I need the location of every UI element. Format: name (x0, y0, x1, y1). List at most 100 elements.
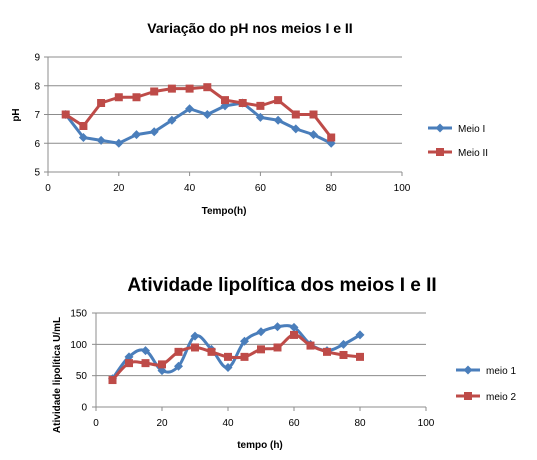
legend-item: Meio II (428, 148, 488, 159)
legend-item: Meio I (428, 123, 485, 135)
data-point (306, 341, 315, 350)
chart-title: Variação do pH nos meios I e II (147, 20, 352, 36)
data-point (167, 84, 176, 93)
data-point (114, 138, 124, 148)
legend-marker (435, 123, 445, 133)
legend-label: Meio II (458, 148, 488, 159)
data-point (190, 331, 200, 341)
series-2 (108, 330, 364, 385)
data-point (355, 330, 365, 340)
data-point (255, 112, 265, 122)
data-point (202, 110, 212, 119)
x-tick-label: 80 (326, 183, 338, 194)
x-tick-label: 20 (156, 418, 168, 429)
x-tick-label: 20 (113, 183, 125, 194)
data-point (191, 343, 199, 352)
x-tick-label: 40 (222, 418, 234, 429)
data-point (223, 363, 233, 373)
data-point (289, 322, 299, 332)
data-point (273, 115, 283, 125)
data-point (61, 110, 70, 119)
data-point (327, 133, 336, 142)
y-tick-label: 9 (34, 53, 40, 64)
data-point (309, 130, 318, 140)
grid-lines (48, 56, 402, 173)
data-point (257, 345, 265, 354)
x-tick-label: 60 (288, 418, 300, 429)
data-point (158, 360, 166, 369)
data-point (309, 110, 318, 119)
x-axis-label: tempo (h) (237, 440, 283, 451)
y-tick-labels: 0 50 100 150 (70, 309, 96, 414)
data-point (97, 99, 106, 107)
x-tick-label: 60 (255, 183, 267, 194)
data-point (291, 110, 300, 119)
data-point (203, 83, 212, 92)
data-point (141, 346, 150, 356)
series-2 (61, 83, 336, 142)
data-point (108, 376, 117, 385)
x-tick-label: 40 (184, 183, 196, 194)
ph-chart: Variação do pH nos meios I e II 0 20 40 60 8… (11, 20, 488, 217)
data-point (256, 327, 266, 337)
y-tick-label: 0 (81, 403, 87, 414)
data-point (240, 336, 249, 346)
lipolytic-activity-chart: Atividade lipolítica dos meios I e II 0 2… (52, 275, 516, 451)
legend-item: meio 2 (456, 392, 516, 403)
chart-title: Atividade lipolítica dos meios I e II (127, 275, 436, 296)
data-point (274, 96, 283, 105)
x-tick-label: 0 (93, 418, 99, 429)
data-point (323, 347, 331, 356)
y-tick-label: 5 (34, 168, 40, 179)
data-point (290, 330, 298, 339)
y-axis-label: Atividade lipolítica U/mL (52, 317, 63, 433)
x-tick-label: 0 (45, 183, 51, 194)
y-tick-label: 100 (70, 340, 87, 351)
y-tick-label: 150 (70, 309, 87, 320)
data-point (141, 359, 150, 368)
data-point (78, 133, 88, 142)
data-point (207, 347, 216, 356)
y-tick-label: 6 (34, 139, 40, 150)
data-point (339, 339, 348, 349)
legend-label: meio 1 (486, 366, 516, 377)
legend-marker (464, 392, 472, 400)
data-point (185, 84, 194, 93)
legend: Meio I Meio II (428, 123, 488, 159)
data-point (167, 115, 177, 125)
data-point (96, 135, 106, 145)
x-tick-label: 80 (354, 418, 366, 429)
series-group (61, 83, 336, 148)
x-tick-labels: 0 20 40 60 80 100 (45, 172, 411, 194)
data-point (238, 99, 247, 107)
data-point (224, 352, 232, 361)
series-group (108, 322, 365, 385)
data-point (132, 130, 141, 140)
series-line (64, 101, 332, 145)
data-point (124, 352, 134, 362)
y-tick-label: 7 (34, 110, 40, 121)
data-point (132, 93, 141, 102)
data-point (114, 93, 123, 102)
data-point (291, 124, 301, 134)
legend-label: Meio I (458, 124, 485, 135)
data-point (174, 347, 183, 356)
series-line (64, 85, 333, 139)
data-point (174, 361, 183, 371)
data-point (185, 104, 195, 114)
series-line (111, 324, 361, 380)
data-point (79, 122, 88, 130)
legend: meio 1 meio 2 (456, 365, 516, 403)
y-tick-label: 8 (34, 81, 40, 92)
series-line (111, 333, 361, 382)
data-point (125, 359, 133, 368)
data-point (157, 366, 167, 376)
data-point (150, 87, 159, 96)
y-axis-label: pH (11, 108, 22, 121)
legend-marker (463, 365, 473, 375)
x-axis-label: Tempo(h) (202, 206, 247, 217)
legend-label: meio 2 (486, 392, 516, 403)
data-point (273, 343, 282, 352)
y-tick-label: 50 (76, 371, 88, 382)
